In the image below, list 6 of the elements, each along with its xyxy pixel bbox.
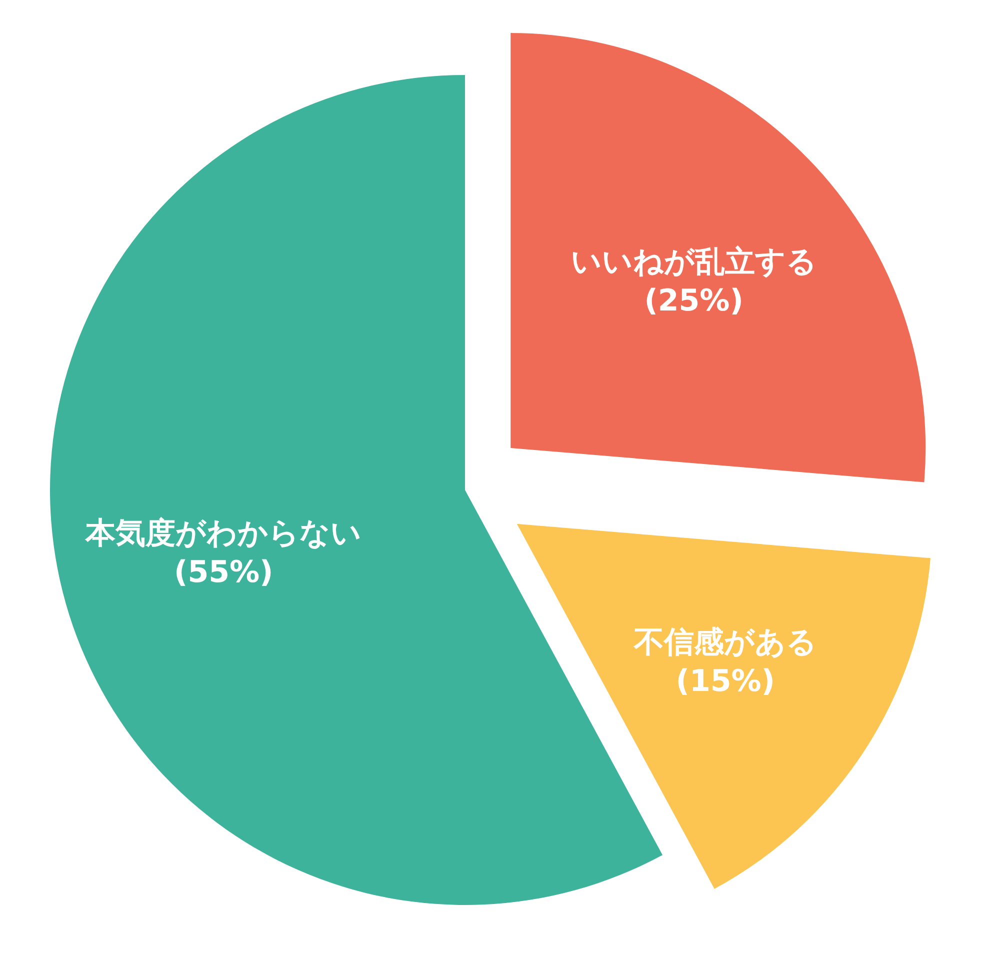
slice-label: 不信感がある — [632, 625, 817, 660]
slice-label: いいねが乱立する — [570, 244, 817, 280]
data-label: (25%) — [644, 283, 744, 318]
data-label: (15%) — [676, 664, 775, 700]
slice-label: 本気度がわからない — [84, 516, 362, 552]
data-label: (55%) — [174, 555, 274, 590]
